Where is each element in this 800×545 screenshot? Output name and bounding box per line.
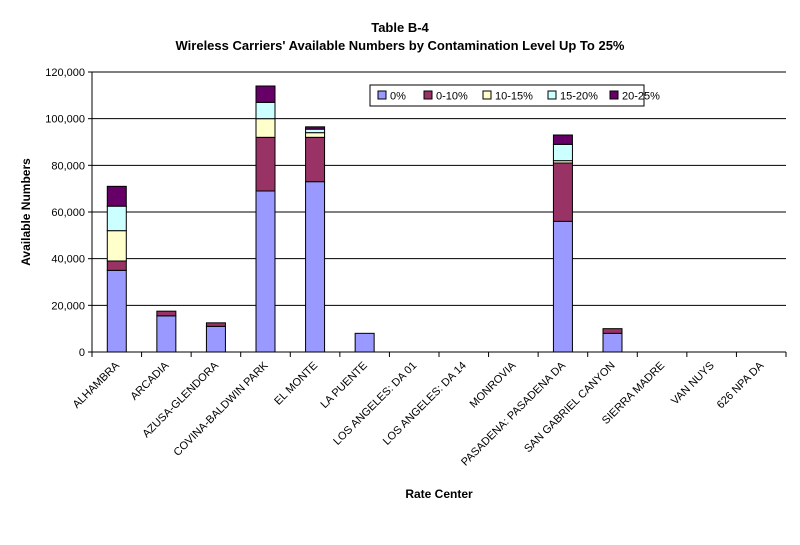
x-tick-label: COVINA-BALDWIN PARK	[172, 359, 272, 459]
legend-swatch	[482, 90, 492, 100]
legend-label: 0-10%	[436, 91, 468, 103]
bar-segment	[305, 128, 326, 134]
bar-segment	[552, 134, 573, 145]
x-tick-label: VAN NUYS	[669, 360, 717, 408]
x-tick-label: MONROVIA	[468, 359, 519, 410]
legend-label: 15-20%	[560, 91, 598, 103]
bar-segment	[205, 325, 226, 353]
y-tick-label: 80,000	[51, 160, 85, 172]
bar-segment	[255, 85, 276, 103]
legend-label: 10-15%	[495, 91, 533, 103]
chart-subtitle: Wireless Carriers' Available Numbers by …	[176, 38, 625, 53]
legend-box	[369, 84, 645, 107]
legend-swatch	[423, 90, 433, 100]
y-tick-label: 0	[79, 347, 85, 359]
bar-segment	[305, 126, 326, 130]
x-tick-label: LOS ANGELES: DA 01	[331, 360, 419, 448]
x-tick-label: 626 NPA DA	[715, 359, 767, 411]
bar-segment	[305, 136, 326, 183]
y-tick-label: 20,000	[51, 300, 85, 312]
legend-label: 20-25%	[622, 91, 660, 103]
bar-segment	[305, 132, 326, 138]
x-tick-label: ARCADIA	[128, 359, 172, 403]
x-tick-label: SAN GABRIEL CANYON	[522, 360, 618, 456]
bar-segment	[255, 101, 276, 120]
legend-swatch	[609, 90, 619, 100]
bar-segment	[106, 269, 127, 353]
bar-segment	[255, 118, 276, 138]
x-tick-label: EL MONTE	[272, 360, 320, 408]
bar-segment	[602, 328, 623, 334]
bar-segment	[552, 162, 573, 222]
y-tick-label: 120,000	[45, 67, 85, 79]
bar-segment	[106, 205, 127, 232]
bar-segment	[156, 315, 177, 353]
bar-segment	[205, 322, 226, 327]
bar-segment	[255, 136, 276, 192]
legend: 0% 0-10% 10-15% 15-20% 20-25%	[369, 84, 660, 107]
bar-segment	[552, 220, 573, 353]
bar-segment	[354, 332, 375, 353]
y-tick-label: 100,000	[45, 114, 85, 126]
bar-segment	[106, 230, 127, 262]
legend-label: 0%	[390, 91, 406, 103]
bar-segment	[156, 310, 177, 317]
x-axis-label: Rate Center	[405, 487, 473, 501]
legend-swatch	[547, 90, 557, 100]
x-tick-label: PASADENA: PASADENA DA	[459, 359, 568, 468]
legend-swatch	[377, 90, 387, 100]
bar-segment	[602, 332, 623, 353]
y-axis-label: Available Numbers	[19, 158, 33, 266]
x-tick-label: LOS ANGELES: DA 14	[381, 360, 469, 448]
bar-segment	[305, 181, 326, 353]
bar-segment	[106, 260, 127, 271]
chart-title: Table B-4	[371, 20, 429, 35]
plot-area: 0 20,000 40,000 60,000 80,000 100,000 120,000 A…	[45, 67, 787, 469]
y-tick-label: 60,000	[51, 207, 85, 219]
bar-segment	[552, 143, 573, 162]
x-tick-label: LA PUENTE	[318, 360, 369, 411]
y-tick-label: 40,000	[51, 254, 85, 266]
bar-segment	[255, 190, 276, 353]
x-tick-label: ALHAMBRA	[71, 359, 123, 411]
bar-segment	[106, 185, 127, 207]
